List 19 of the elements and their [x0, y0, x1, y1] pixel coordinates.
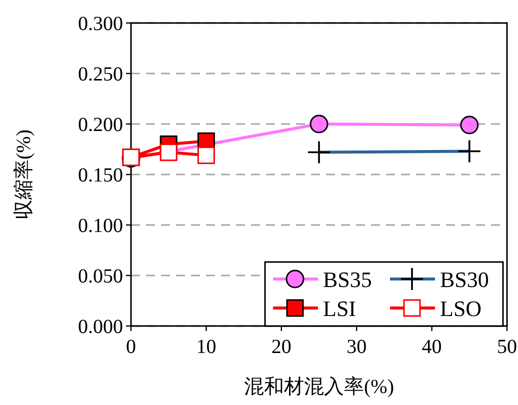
x-axis-title: 混和材混入率(%) — [244, 376, 394, 398]
x-tick-label: 0 — [126, 336, 136, 358]
y-tick-label: 0.200 — [78, 114, 123, 136]
legend-label: BS30 — [440, 267, 489, 292]
y-axis-title: 収縮率(%) — [13, 130, 35, 220]
y-tick-label: 0.250 — [78, 64, 123, 86]
y-tick-label: 0.000 — [78, 316, 123, 338]
y-tick-label: 0.100 — [78, 215, 123, 237]
legend-label: LSO — [440, 296, 482, 321]
y-tick-label: 0.300 — [78, 13, 123, 35]
x-tick-label: 30 — [346, 336, 367, 358]
x-tick-label: 20 — [271, 336, 292, 358]
y-tick-label: 0.150 — [78, 164, 123, 186]
legend-label: LSI — [323, 296, 356, 321]
y-tick-label: 0.050 — [78, 266, 123, 288]
x-tick-label: 50 — [497, 336, 517, 358]
x-tick-label: 40 — [422, 336, 442, 358]
x-tick-label: 10 — [196, 336, 216, 358]
legend-label: BS35 — [323, 267, 372, 292]
